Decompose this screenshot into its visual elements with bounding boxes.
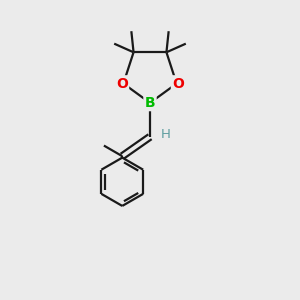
Text: O: O <box>116 76 128 91</box>
Text: H: H <box>160 128 170 141</box>
Text: B: B <box>145 96 155 110</box>
Text: O: O <box>172 76 184 91</box>
